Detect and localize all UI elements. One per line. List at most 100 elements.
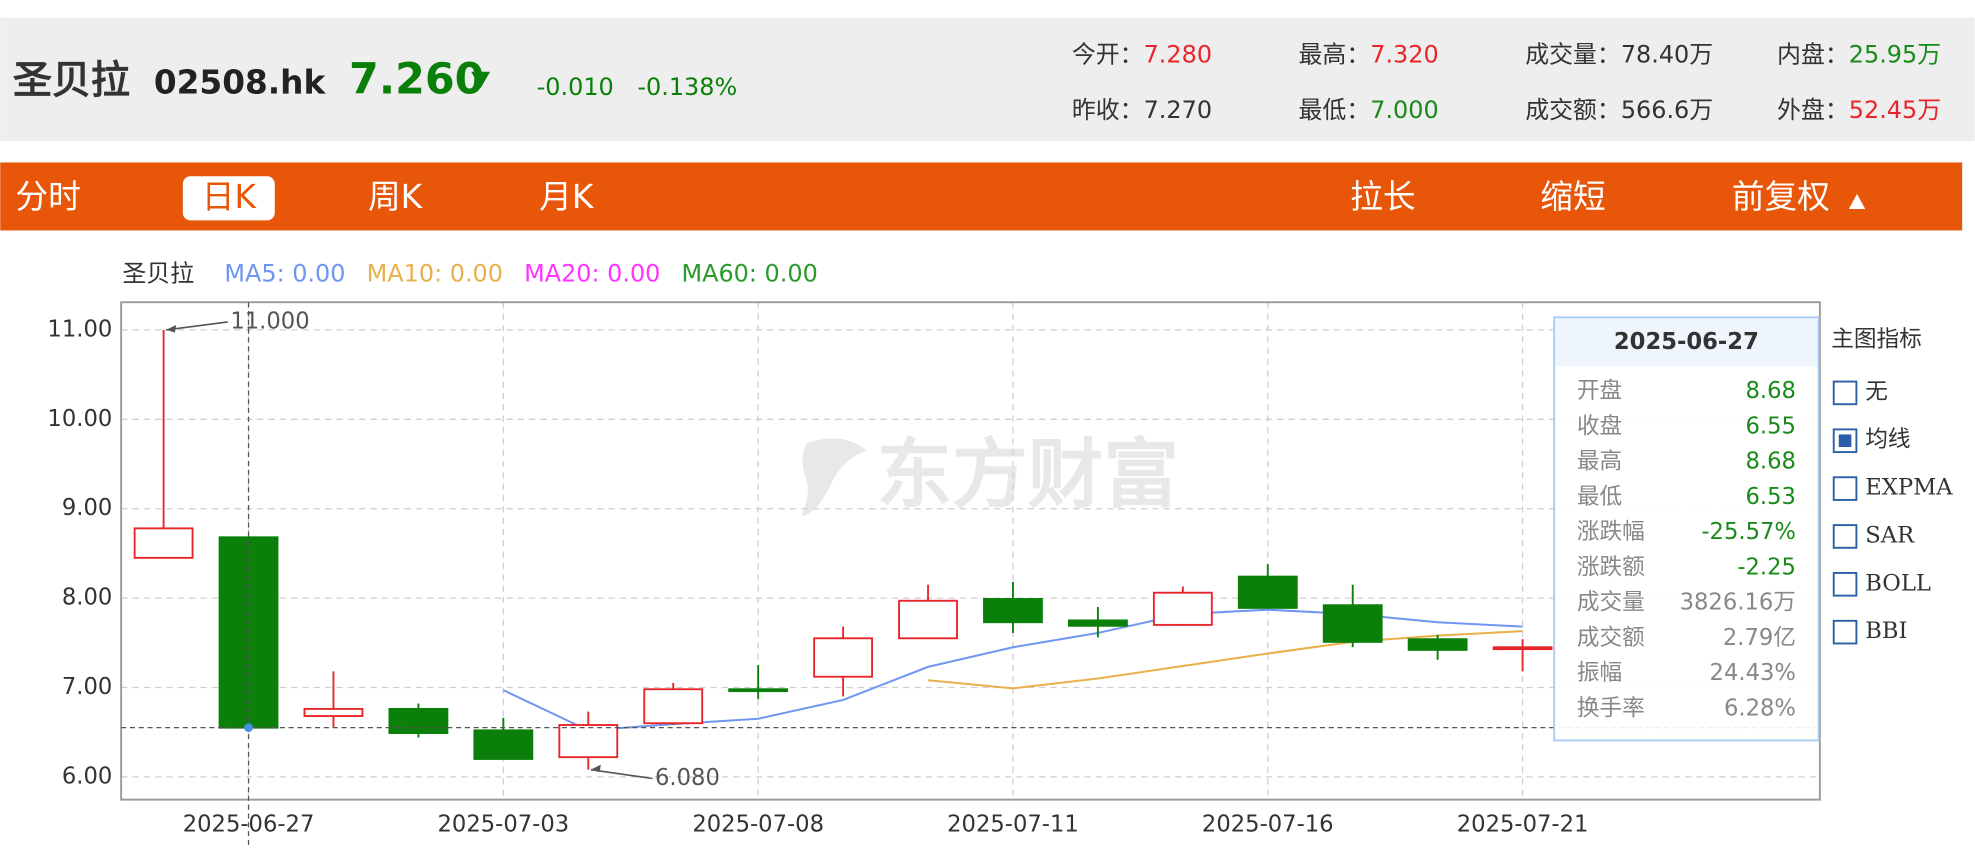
candle-body bbox=[388, 707, 449, 734]
change-pct: -0.138% bbox=[637, 73, 737, 101]
tooltip-label: 最低 bbox=[1577, 484, 1622, 510]
stat-value: 7.320 bbox=[1370, 40, 1438, 68]
tab[interactable]: 周K bbox=[368, 178, 424, 216]
annotation-arrowhead bbox=[166, 324, 177, 333]
stats: 今开：7.280 最高：7.320 成交量：78.40万 内盘：25.95万昨收：7.… bbox=[1072, 40, 1941, 123]
stock-code: 02508.hk bbox=[154, 63, 327, 101]
x-tick-label: 2025-06-27 bbox=[183, 811, 315, 837]
tooltip-label: 收盘 bbox=[1577, 413, 1622, 439]
option-label[interactable]: 均线 bbox=[1865, 427, 1910, 453]
checkbox[interactable] bbox=[1832, 572, 1858, 597]
checkbox[interactable] bbox=[1832, 619, 1858, 645]
tab[interactable]: 月K bbox=[539, 178, 595, 216]
tooltip-label: 振幅 bbox=[1577, 660, 1622, 686]
tooltip-label: 涨跌额 bbox=[1577, 554, 1645, 580]
y-tick-label: 9.00 bbox=[62, 495, 112, 521]
candle-body bbox=[133, 527, 194, 559]
stat: 成交额：566.6万 bbox=[1525, 96, 1713, 124]
option-label[interactable]: BBI bbox=[1865, 618, 1907, 644]
candle-body bbox=[643, 688, 704, 725]
candle-body bbox=[728, 688, 789, 693]
tooltip-value: 3826.16万 bbox=[1680, 590, 1796, 616]
candle-body bbox=[813, 637, 874, 678]
candle-body bbox=[1492, 646, 1553, 651]
price: 7.260 bbox=[349, 54, 484, 104]
watermark-text: 东方财富 bbox=[877, 430, 1179, 518]
stat-label: 最低： bbox=[1299, 96, 1371, 124]
annotation-arrow bbox=[166, 321, 228, 331]
option-label[interactable]: EXPMA bbox=[1865, 475, 1953, 501]
tooltip-box bbox=[1553, 316, 1820, 742]
checkbox[interactable] bbox=[1832, 380, 1858, 406]
candle-body bbox=[898, 599, 958, 640]
checkbox[interactable] bbox=[1832, 524, 1858, 549]
tool-button[interactable]: 缩短 bbox=[1540, 178, 1605, 216]
plot-border bbox=[120, 301, 1821, 801]
stat-value: 25.95万 bbox=[1849, 40, 1941, 68]
stat-label: 成交额： bbox=[1525, 96, 1621, 124]
toolbar bbox=[0, 162, 1963, 231]
tabs: 分时 日K 周K 月K 拉长 缩短 前复权 bbox=[15, 176, 1830, 221]
candle-body bbox=[558, 724, 619, 759]
tooltip-value: -2.25 bbox=[1737, 554, 1796, 580]
header-bar bbox=[0, 17, 1975, 142]
annotation-arrow bbox=[590, 768, 653, 780]
tooltip-value: 6.28% bbox=[1724, 695, 1796, 721]
option-label[interactable]: 无 bbox=[1865, 379, 1888, 405]
tooltip-label: 开盘 bbox=[1577, 378, 1622, 404]
tab[interactable]: 日K bbox=[202, 178, 258, 216]
candle-body bbox=[1322, 604, 1383, 643]
watermark: 东方财富 bbox=[801, 430, 1179, 518]
active-tab-bg bbox=[182, 176, 275, 221]
tooltip-label: 涨跌幅 bbox=[1577, 519, 1645, 545]
tool-button[interactable]: 前复权 bbox=[1732, 178, 1830, 216]
stat-label: 成交量： bbox=[1525, 40, 1621, 68]
tooltip-value: 2.79亿 bbox=[1723, 625, 1796, 651]
stat: 最高：7.320 bbox=[1299, 40, 1439, 68]
tooltip-value: -25.57% bbox=[1701, 519, 1796, 545]
x-tick-label: 2025-07-08 bbox=[692, 811, 824, 837]
tooltip-date: 2025-06-27 bbox=[1614, 329, 1759, 355]
down-arrow bbox=[471, 71, 491, 89]
y-tick-label: 8.00 bbox=[62, 585, 112, 611]
tooltip-value: 6.55 bbox=[1745, 413, 1795, 439]
y-tick-label: 11.00 bbox=[47, 316, 112, 342]
stock-name: 圣贝拉 bbox=[13, 59, 130, 104]
tooltip-value: 8.68 bbox=[1745, 378, 1795, 404]
legend: 圣贝拉 MA5: 0.00 MA10: 0.00 MA20: 0.00 MA60: 0.… bbox=[122, 260, 817, 288]
stat: 成交量：78.40万 bbox=[1525, 40, 1713, 68]
sort-icon bbox=[1848, 193, 1866, 210]
x-tick-label: 2025-07-16 bbox=[1202, 811, 1334, 837]
stat: 外盘：52.45万 bbox=[1777, 96, 1941, 124]
legend-entry: MA5: 0.00 bbox=[224, 260, 345, 288]
candle-body bbox=[473, 729, 534, 760]
tool-button[interactable]: 拉长 bbox=[1350, 178, 1415, 216]
x-tick-label: 2025-07-11 bbox=[947, 811, 1079, 837]
tab[interactable]: 分时 bbox=[15, 178, 80, 216]
checkbox[interactable] bbox=[1832, 476, 1858, 501]
y-tick-label: 7.00 bbox=[62, 674, 112, 700]
stat-value: 566.6万 bbox=[1621, 96, 1713, 124]
stat: 昨收：7.270 bbox=[1072, 96, 1212, 124]
option-label[interactable]: BOLL bbox=[1865, 570, 1931, 596]
stat-label: 昨收： bbox=[1072, 96, 1144, 124]
tooltip-value: 6.53 bbox=[1745, 484, 1795, 510]
stat-label: 内盘： bbox=[1777, 40, 1849, 68]
ma-line bbox=[927, 630, 1523, 690]
tooltip: 2025-06-27 开盘 8.68 收盘 6.55 最高 8.68 最低 6.53 涨跌幅 -25… bbox=[1553, 316, 1820, 742]
tooltip-label: 成交量 bbox=[1577, 590, 1645, 616]
panel-title: 主图指标 bbox=[1831, 327, 1922, 353]
plot: 东方财富 11.000 6.080 bbox=[120, 301, 1821, 847]
y-tick-label: 10.00 bbox=[47, 406, 112, 432]
stat-label: 外盘： bbox=[1777, 96, 1849, 124]
stat: 今开：7.280 bbox=[1072, 40, 1212, 68]
tooltip-header bbox=[1555, 318, 1818, 367]
crosshair-dot bbox=[244, 723, 253, 733]
y-tick-label: 6.00 bbox=[62, 763, 112, 789]
stat-label: 最高： bbox=[1299, 40, 1371, 68]
stat-value: 7.270 bbox=[1144, 96, 1212, 124]
option-label[interactable]: SAR bbox=[1865, 522, 1915, 548]
